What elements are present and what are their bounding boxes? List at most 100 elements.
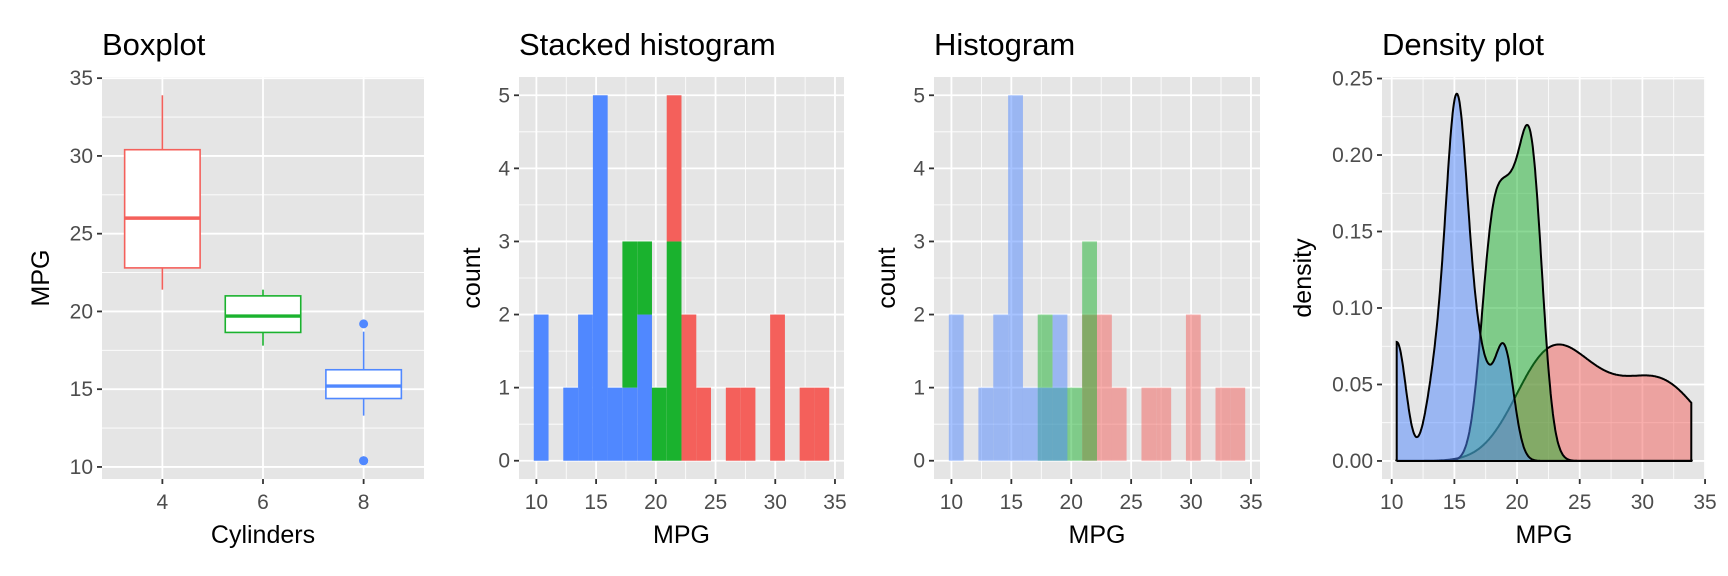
histogram-bar bbox=[637, 241, 652, 315]
x-tick-label: 25 bbox=[704, 491, 727, 514]
x-tick-label: 4 bbox=[157, 491, 169, 514]
histogram-bar bbox=[725, 387, 741, 461]
histogram-bar bbox=[1052, 314, 1068, 461]
density-panel: 0.00 0.05 0.10 0.15 0.20 0.25 10 15 20 25 30 35 Dens… bbox=[1289, 27, 1717, 549]
y-tick-label: 4 bbox=[498, 157, 510, 180]
y-tick-label: 0.10 bbox=[1332, 297, 1373, 320]
histogram-bar bbox=[993, 314, 1009, 461]
x-tick-label: 25 bbox=[1119, 491, 1142, 514]
x-axis-title: Cylinders bbox=[211, 521, 315, 549]
y-axis-title: MPG bbox=[27, 250, 55, 307]
y-tick-label: 35 bbox=[70, 67, 93, 90]
x-tick-label: 8 bbox=[358, 491, 370, 514]
x-tick-label: 20 bbox=[644, 491, 667, 514]
histogram-bar bbox=[696, 387, 711, 461]
x-tick-label: 30 bbox=[764, 491, 787, 514]
y-tick-label: 5 bbox=[913, 84, 925, 107]
histogram-bar bbox=[592, 95, 608, 461]
histogram-panel: 0 1 2 3 4 5 10 15 20 25 30 35 Histogram MPG count bbox=[873, 27, 1263, 549]
histogram-bar bbox=[681, 314, 697, 461]
histogram-bar bbox=[1022, 387, 1038, 461]
histogram-bar bbox=[563, 387, 579, 461]
histogram-bar bbox=[1156, 387, 1172, 461]
y-tick-label: 15 bbox=[70, 378, 93, 401]
series-cyl-6 bbox=[622, 241, 682, 461]
x-tick-label: 30 bbox=[1179, 491, 1202, 514]
y-tick-label: 0.15 bbox=[1332, 220, 1373, 243]
histogram-bar bbox=[978, 387, 994, 461]
y-tick-label: 0.05 bbox=[1332, 373, 1373, 396]
y-tick-label: 5 bbox=[498, 84, 510, 107]
density-outline-cyl-8 bbox=[1395, 92, 1693, 462]
histogram-bar bbox=[578, 314, 593, 461]
box-iqr bbox=[325, 368, 403, 400]
series-cyl-8 bbox=[948, 95, 1068, 461]
y-axis-title: count bbox=[873, 247, 901, 308]
x-tick-label: 20 bbox=[1505, 491, 1528, 514]
x-tick-label: 15 bbox=[584, 491, 607, 514]
y-tick-label: 1 bbox=[498, 377, 510, 400]
histogram-bar bbox=[622, 241, 638, 388]
y-tick-label: 2 bbox=[498, 304, 510, 327]
series-cyl-8 bbox=[533, 95, 652, 461]
histogram-bar bbox=[1037, 387, 1053, 461]
box-cyl-6 bbox=[224, 289, 302, 346]
x-tick-label: 15 bbox=[1000, 491, 1023, 514]
y-tick-label: 20 bbox=[70, 300, 93, 323]
x-tick-label: 25 bbox=[1568, 491, 1591, 514]
outlier-point bbox=[359, 319, 369, 329]
histogram-bar bbox=[1082, 241, 1097, 461]
boxplot-panel: 10 15 20 25 30 35 4 6 8 Boxplot Cylinders MPG bbox=[27, 27, 424, 549]
density-area-cyl-6 bbox=[1396, 124, 1692, 461]
y-tick-label: 3 bbox=[498, 230, 510, 253]
x-tick-label: 10 bbox=[940, 491, 963, 514]
histogram-bar bbox=[1141, 387, 1157, 461]
histogram-bar bbox=[651, 387, 667, 461]
histogram-bar bbox=[533, 314, 549, 461]
y-tick-label: 0.00 bbox=[1332, 450, 1373, 473]
histogram-bar bbox=[814, 387, 830, 461]
y-tick-label: 0 bbox=[913, 450, 925, 473]
y-tick-label: 10 bbox=[70, 456, 93, 479]
histogram-bar bbox=[1097, 314, 1112, 461]
box-cyl-4 bbox=[123, 95, 201, 290]
chart-title: Stacked histogram bbox=[519, 27, 776, 62]
x-tick-label: 35 bbox=[1693, 491, 1716, 514]
x-axis-title: MPG bbox=[1516, 521, 1573, 549]
y-tick-label: 30 bbox=[70, 145, 93, 168]
histogram-bar bbox=[770, 314, 785, 461]
x-tick-label: 20 bbox=[1060, 491, 1083, 514]
y-tick-label: 1 bbox=[913, 377, 925, 400]
chart-title: Density plot bbox=[1382, 27, 1544, 62]
y-tick-label: 2 bbox=[913, 304, 925, 327]
x-tick-label: 15 bbox=[1443, 491, 1466, 514]
x-axis-title: MPG bbox=[1069, 521, 1126, 549]
y-tick-label: 25 bbox=[70, 223, 93, 246]
histogram-bar bbox=[622, 387, 638, 461]
y-axis-title: density bbox=[1289, 238, 1317, 318]
y-tick-label: 0.20 bbox=[1332, 144, 1373, 167]
x-tick-label: 10 bbox=[1380, 491, 1403, 514]
histogram-bar bbox=[1185, 314, 1201, 461]
chart-title: Histogram bbox=[934, 27, 1075, 62]
histogram-bar bbox=[666, 95, 682, 242]
histogram-bar bbox=[666, 241, 682, 461]
y-tick-label: 4 bbox=[913, 157, 925, 180]
histogram-bar bbox=[637, 314, 652, 461]
histogram-bar bbox=[740, 387, 756, 461]
histogram-bar bbox=[1008, 95, 1023, 461]
x-tick-label: 30 bbox=[1631, 491, 1654, 514]
histogram-bar bbox=[1067, 387, 1083, 461]
y-tick-label: 0 bbox=[498, 450, 510, 473]
y-tick-label: 3 bbox=[913, 230, 925, 253]
histogram-bar bbox=[1111, 387, 1127, 461]
chart-title: Boxplot bbox=[102, 27, 206, 62]
histogram-bar bbox=[1215, 387, 1231, 461]
histogram-bar bbox=[799, 387, 815, 461]
x-tick-label: 6 bbox=[257, 491, 269, 514]
histogram-bar bbox=[607, 387, 623, 461]
box-cyl-8 bbox=[325, 319, 403, 466]
box-iqr bbox=[123, 148, 201, 269]
y-tick-label: 0.25 bbox=[1332, 68, 1373, 91]
x-axis-title: MPG bbox=[653, 521, 710, 549]
